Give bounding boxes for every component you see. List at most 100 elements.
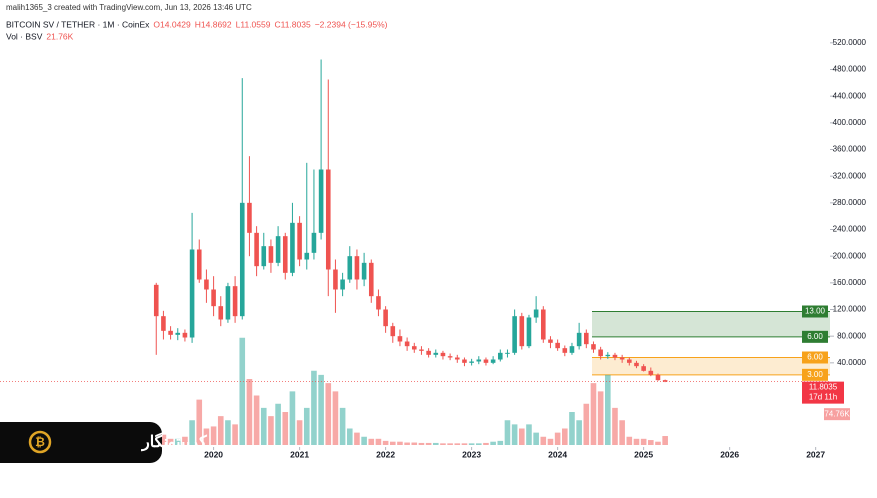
candle-body <box>239 202 245 317</box>
y-tick-label: 80.0000 <box>837 331 866 340</box>
candle-body <box>634 362 639 367</box>
candle-body <box>662 380 668 382</box>
volume-bar <box>289 391 296 445</box>
x-tick-label: 2020 <box>204 449 223 459</box>
zone-label-bg <box>802 351 828 364</box>
y-tick-label: 520.0000 <box>833 38 867 47</box>
x-tick-label: 2021 <box>290 449 309 459</box>
volume-bar <box>447 443 453 445</box>
volume-bar <box>640 438 647 445</box>
ohlc-label: H14.8692 <box>195 19 232 29</box>
volume-bar <box>454 443 461 445</box>
candle-body <box>168 330 173 335</box>
volume-bar <box>648 440 654 445</box>
logo-icon <box>28 430 52 454</box>
volume-bar <box>382 440 389 445</box>
candle-body <box>512 316 517 353</box>
volume-value: 21.76K <box>46 31 73 41</box>
volume-bar <box>225 420 231 445</box>
candle-body <box>182 332 188 338</box>
candle-body <box>311 232 317 253</box>
zone-label: 3.00 <box>807 370 823 379</box>
candle-body <box>648 370 654 375</box>
candle-body <box>333 269 338 290</box>
candle-body <box>290 222 295 273</box>
volume-bar <box>332 391 339 445</box>
candle-body <box>304 252 310 260</box>
candle-body <box>612 354 618 358</box>
candle-body <box>462 359 467 363</box>
ohlc-label: C11.8035 <box>274 19 311 29</box>
volume-bar <box>411 442 418 445</box>
volume-bar <box>490 441 496 445</box>
zone-label-bg <box>802 330 828 343</box>
x-tick-label: 2023 <box>462 449 481 459</box>
candle-body <box>548 339 553 343</box>
credit: malih1365_3 created with TradingView.com… <box>6 3 252 12</box>
candle-body <box>576 332 582 347</box>
volume-bar <box>361 436 367 445</box>
volume-bar <box>404 442 410 445</box>
candle-body <box>641 366 646 371</box>
zone-label: 13.00 <box>805 307 826 316</box>
candle-body <box>605 354 611 357</box>
candle-body <box>218 306 224 320</box>
candle-body <box>254 232 259 267</box>
volume-bar <box>619 420 625 445</box>
candle-body <box>447 356 453 358</box>
y-tick-label: 200.0000 <box>833 251 867 260</box>
volume-bar <box>518 428 525 445</box>
zone-label: 6.00 <box>807 353 823 362</box>
candle-body <box>591 344 596 350</box>
ohlc-label: O14.0429 <box>153 19 191 29</box>
volume-bar <box>253 395 260 445</box>
candle-body <box>469 361 474 363</box>
volume-bar <box>339 407 346 445</box>
candle-body <box>497 352 503 360</box>
volume-bar <box>346 428 353 445</box>
y-tick-label: 120.0000 <box>833 305 867 314</box>
candle-body <box>297 222 302 260</box>
candle-body <box>440 352 446 357</box>
volume-bar <box>597 391 604 445</box>
candle-body <box>340 279 345 290</box>
y-tick-label: 280.0000 <box>833 198 867 207</box>
candle-body <box>404 341 410 347</box>
volume-bar <box>562 428 568 445</box>
candle-body <box>490 359 496 363</box>
volume-bar <box>189 420 195 445</box>
candle-body <box>247 202 252 233</box>
candle-body <box>282 236 288 273</box>
zone <box>592 311 830 337</box>
candle-body <box>376 296 381 310</box>
volume-bar <box>239 337 246 445</box>
volume-bar <box>425 442 432 445</box>
volume-bar <box>160 434 167 445</box>
volume-bar <box>569 412 575 445</box>
candle-body <box>383 309 388 327</box>
volume-bar <box>268 416 274 445</box>
candle-body <box>454 357 460 360</box>
volume-bar <box>296 420 303 445</box>
candle-body <box>598 349 603 357</box>
volume-bar <box>475 443 482 445</box>
last-price-tag <box>802 381 844 404</box>
volume-bar <box>325 383 332 445</box>
zone <box>592 357 830 375</box>
candle-body <box>519 316 525 347</box>
candle-body <box>533 309 539 318</box>
volume-bar <box>504 420 511 445</box>
candle-body <box>505 352 510 354</box>
candle-body <box>483 359 489 363</box>
y-tick-label: 360.0000 <box>833 145 867 154</box>
volume-bar <box>547 438 554 445</box>
volume-bar <box>203 428 210 445</box>
logo-box <box>0 422 162 463</box>
volume-bar <box>497 440 504 445</box>
volume-bar <box>633 438 640 445</box>
volume-bar <box>511 424 518 445</box>
candle-body <box>627 359 632 363</box>
volume-bar <box>182 436 188 445</box>
